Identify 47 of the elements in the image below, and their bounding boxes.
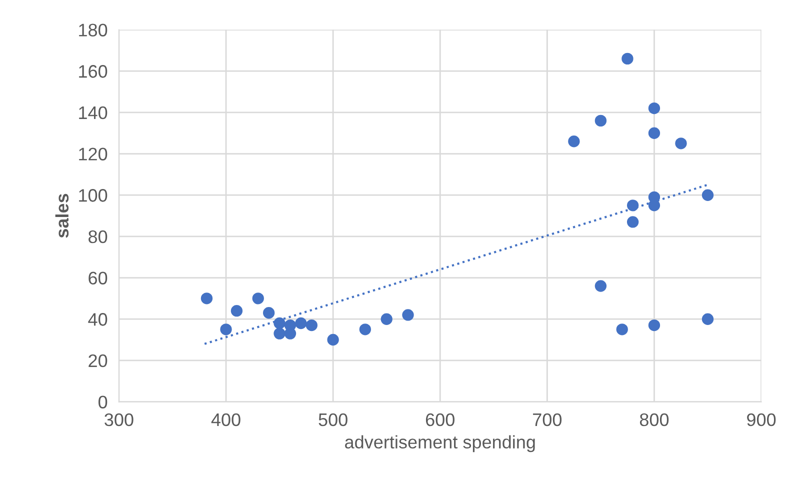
point <box>284 328 296 340</box>
y-tick-label: 180 <box>79 24 108 36</box>
x-tick-label: 300 <box>104 413 134 426</box>
point <box>616 324 628 336</box>
point <box>274 328 286 340</box>
point <box>622 52 634 65</box>
x-axis-title: advertisement spending <box>345 435 535 452</box>
x-tick-label: 900 <box>747 413 776 426</box>
point <box>594 114 607 127</box>
y-tick-label: 0 <box>98 396 108 408</box>
point <box>295 317 307 330</box>
point <box>702 313 714 325</box>
point <box>594 280 607 292</box>
point <box>568 136 580 148</box>
point <box>252 292 264 304</box>
x-tick-label: 600 <box>426 413 454 426</box>
point <box>380 313 392 325</box>
point <box>648 319 660 332</box>
point <box>200 292 213 304</box>
y-tick-label: 120 <box>79 148 108 160</box>
y-tick-label: 100 <box>79 189 108 202</box>
point <box>359 324 372 336</box>
point <box>626 216 639 228</box>
y-tick-label: 40 <box>88 313 108 326</box>
point <box>648 200 660 212</box>
point <box>702 189 714 201</box>
x-tick-label: 700 <box>533 413 562 426</box>
point <box>626 200 639 212</box>
x-tick-label: 500 <box>318 413 348 426</box>
point <box>327 334 339 346</box>
point <box>648 102 660 114</box>
y-tick-label: 80 <box>88 230 108 244</box>
y-tick-label: 160 <box>79 65 108 78</box>
point <box>262 307 275 319</box>
y-tick-label: 20 <box>88 354 108 368</box>
point <box>220 324 232 336</box>
y-axis-title: sales <box>55 194 69 238</box>
point <box>648 127 660 139</box>
point <box>306 319 318 332</box>
point <box>274 317 286 330</box>
point <box>402 309 414 321</box>
y-tick-label: 140 <box>79 106 108 120</box>
y-tick-label: 60 <box>88 272 108 284</box>
point <box>230 304 243 317</box>
x-tick-label: 800 <box>640 413 669 426</box>
point <box>675 138 687 150</box>
x-tick-label: 400 <box>211 413 240 426</box>
